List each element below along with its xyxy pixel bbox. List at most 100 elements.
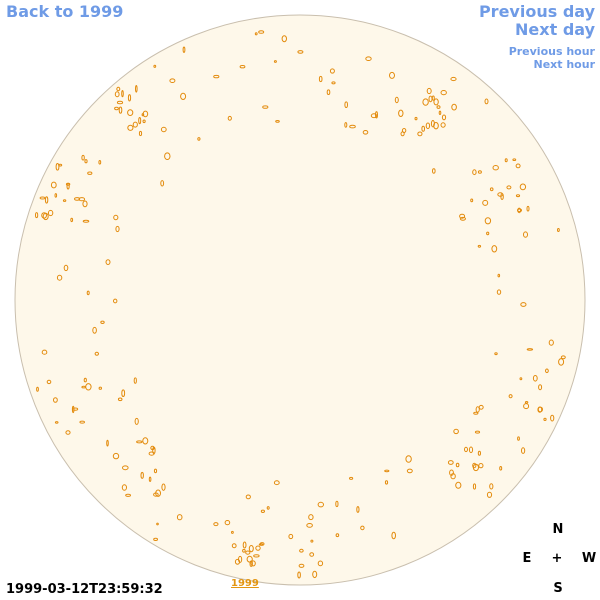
contour (155, 489, 162, 497)
contour (127, 124, 134, 131)
contour (484, 98, 489, 105)
contour (312, 570, 318, 579)
previous-day-link[interactable]: Previous day (478, 2, 595, 21)
compass-south: S (553, 581, 563, 596)
contour (438, 110, 442, 116)
contour (58, 163, 63, 167)
contour (66, 182, 70, 190)
contour (309, 552, 315, 557)
active-regions (35, 30, 566, 579)
contour (180, 92, 187, 101)
contour (449, 469, 454, 476)
contour (164, 152, 171, 160)
contour (132, 121, 138, 128)
contour (545, 368, 549, 374)
contour (253, 554, 260, 558)
year-link[interactable]: 1999 (231, 578, 259, 589)
contour (504, 158, 508, 163)
contour (79, 420, 85, 424)
contour (473, 411, 479, 415)
contour (472, 483, 477, 490)
contour (440, 122, 446, 128)
contour (450, 76, 457, 82)
contour (532, 375, 538, 382)
contour (335, 500, 339, 508)
contour (517, 436, 520, 441)
contour (238, 555, 243, 563)
contour (42, 212, 49, 221)
contour (116, 100, 124, 105)
contour (394, 96, 399, 104)
contour (519, 377, 523, 381)
contour (156, 522, 159, 526)
contour (273, 60, 277, 63)
contour (492, 165, 499, 171)
contour (482, 199, 489, 206)
timestamp: 1999-03-12T23:59:32 (6, 582, 163, 597)
contour (470, 198, 474, 203)
contour (41, 212, 47, 219)
contour (515, 194, 521, 198)
next-hour-link[interactable]: Next hour (533, 58, 596, 71)
contour (112, 452, 120, 460)
contour (153, 468, 158, 474)
contour (526, 348, 534, 351)
contour (486, 491, 493, 498)
contour (389, 71, 395, 79)
contour (326, 89, 331, 95)
contour (523, 403, 530, 410)
contour (365, 56, 372, 62)
contour (472, 462, 477, 469)
contour (92, 326, 97, 334)
contour (227, 115, 232, 121)
contour (114, 106, 119, 111)
contour (161, 483, 166, 491)
contour (100, 320, 105, 324)
contour (248, 545, 254, 553)
contour (82, 200, 88, 208)
contour (477, 170, 482, 174)
contour (138, 117, 142, 125)
contour (258, 30, 265, 34)
contour (537, 406, 544, 413)
contour (36, 386, 39, 392)
contour (136, 440, 143, 444)
contour (121, 484, 128, 491)
contour (133, 377, 137, 384)
contour (54, 421, 59, 424)
contour (125, 493, 132, 497)
contour (524, 401, 529, 404)
contour (85, 383, 92, 391)
contour (249, 560, 253, 567)
contour (44, 196, 49, 204)
contour (557, 228, 560, 232)
next-day-link[interactable]: Next day (515, 20, 595, 39)
contour (182, 46, 186, 53)
contour (297, 571, 301, 579)
contour (94, 351, 100, 356)
contour (213, 74, 220, 79)
contour (140, 471, 144, 479)
contour (117, 397, 123, 402)
contour (141, 113, 145, 117)
contour (477, 450, 481, 456)
contour (288, 533, 294, 540)
contour (116, 86, 121, 92)
contour (53, 397, 58, 403)
contour (297, 50, 304, 54)
contour (489, 483, 494, 490)
contour (142, 437, 149, 445)
contour (148, 476, 152, 482)
contour (432, 168, 436, 174)
contour (150, 445, 155, 451)
contour (62, 199, 67, 202)
contour (310, 539, 314, 543)
contour (224, 520, 231, 526)
contour (526, 205, 530, 212)
contour (486, 231, 490, 236)
contour (521, 447, 526, 454)
contour (550, 414, 555, 422)
back-link[interactable]: Back to 1999 (6, 2, 124, 21)
previous-hour-link[interactable]: Previous hour (508, 45, 595, 58)
contour (46, 379, 52, 385)
